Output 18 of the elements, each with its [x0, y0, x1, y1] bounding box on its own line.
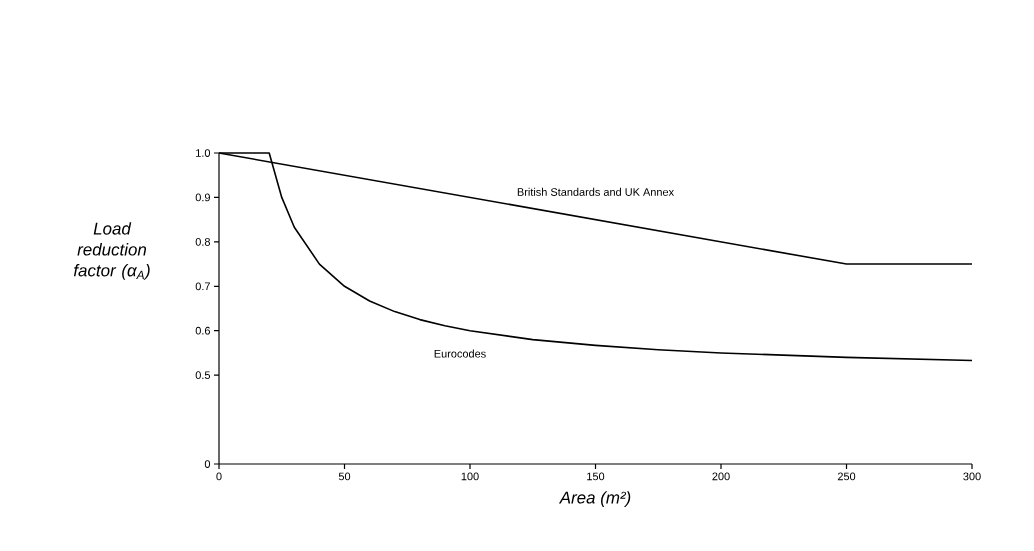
x-tick-label: 200 [712, 472, 730, 481]
x-tick-label: 50 [338, 472, 351, 481]
x-tick-label: 300 [963, 472, 981, 481]
x-tick-label: 100 [461, 472, 479, 481]
annotation: British Standards and UK Annex [517, 187, 674, 196]
y-tick-label: 0.7 [195, 282, 210, 291]
y-tick-label: 1.0 [196, 149, 211, 157]
x-tick-label: 150 [587, 472, 605, 481]
y-tick-label: 0.8 [195, 237, 210, 246]
y-tick-label: 0.6 [195, 326, 210, 335]
x-tick-label: 250 [837, 472, 856, 481]
annotation: Eurocodes [434, 349, 486, 358]
y-tick-label: 0 [204, 460, 211, 468]
y-tick-label: 0.9 [195, 193, 210, 202]
y-axis-title: Load reduction factor (α$_{A}$) [73, 222, 150, 280]
y-tick-label: 0.5 [195, 371, 211, 380]
x-tick-label: 0 [216, 472, 222, 481]
x-axis-title: Area (m²) [558, 491, 631, 507]
